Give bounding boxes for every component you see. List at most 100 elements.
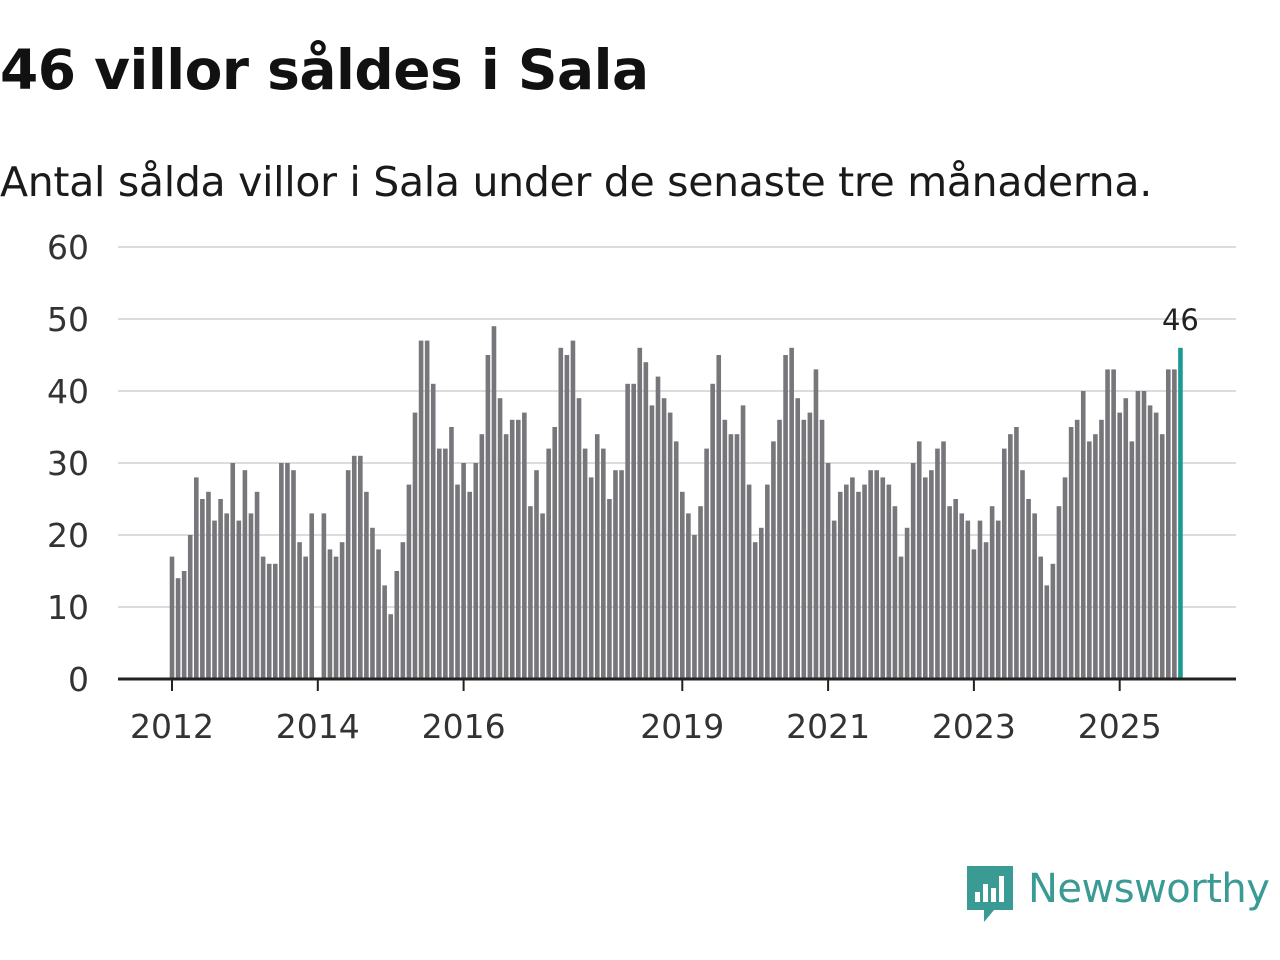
- bar: [613, 470, 618, 679]
- bar: [989, 506, 995, 679]
- bar: [959, 513, 965, 679]
- x-tick-label: 2021: [786, 707, 870, 746]
- bar: [795, 398, 801, 679]
- bar: [874, 470, 879, 679]
- bar: [1026, 499, 1031, 679]
- bar: [424, 340, 430, 679]
- bar: [947, 506, 952, 679]
- x-tick-label: 2025: [1078, 707, 1162, 746]
- bar: [819, 419, 825, 679]
- bar: [1001, 448, 1007, 679]
- bar: [831, 520, 837, 679]
- bar: [1044, 585, 1050, 679]
- bar: [321, 513, 327, 679]
- bar: [418, 340, 424, 679]
- bar: [309, 513, 315, 679]
- bar: [388, 614, 393, 679]
- bar: [752, 542, 758, 679]
- x-tick-label: 2012: [130, 707, 214, 746]
- bar: [588, 477, 594, 679]
- bar: [303, 556, 308, 679]
- bar: [886, 484, 892, 679]
- x-tick-label: 2016: [422, 707, 506, 746]
- bar: [443, 448, 448, 679]
- bar: [971, 549, 977, 679]
- bar: [522, 412, 527, 679]
- bar: [667, 412, 673, 679]
- bar: [1111, 369, 1116, 679]
- bar: [266, 563, 272, 679]
- bar: [1135, 391, 1141, 679]
- bar: [285, 463, 290, 679]
- bar: [376, 549, 381, 679]
- bar: [1147, 405, 1153, 679]
- bar: [965, 520, 971, 679]
- bar: [412, 412, 418, 679]
- bar: [740, 405, 746, 679]
- bar: [977, 520, 983, 679]
- bar: [995, 520, 1001, 679]
- bar: [880, 477, 886, 679]
- bar: [892, 506, 898, 679]
- bar: [230, 463, 236, 679]
- bar: [625, 383, 630, 679]
- bar: [1074, 419, 1080, 679]
- bar: [844, 484, 849, 679]
- bar: [923, 477, 928, 679]
- bar: [850, 477, 855, 679]
- bar: [619, 470, 624, 679]
- bar: [856, 491, 861, 679]
- bar: [692, 535, 697, 679]
- bar: [515, 419, 521, 679]
- bar: [789, 347, 794, 679]
- bar: [680, 491, 685, 679]
- bar: [1038, 556, 1044, 679]
- bar: [1153, 412, 1159, 679]
- annotations: 46: [1162, 303, 1199, 337]
- bars: [169, 326, 1183, 679]
- newsworthy-logo-icon: [967, 866, 1013, 922]
- bar: [898, 556, 904, 679]
- bar: [758, 527, 764, 679]
- chart-subtitle: Antal sålda villor i Sala under de senas…: [0, 158, 1152, 206]
- bar: [449, 427, 454, 679]
- bar: [1099, 419, 1104, 679]
- bar: [1032, 513, 1037, 679]
- bar: [710, 383, 715, 679]
- y-tick-label: 20: [47, 516, 89, 555]
- bar: [218, 499, 223, 679]
- bar: [394, 571, 400, 679]
- bar: [673, 441, 679, 679]
- bar: [1087, 441, 1092, 679]
- bar: [509, 419, 515, 679]
- bar: [181, 571, 187, 679]
- bar: [327, 549, 333, 679]
- bar: [801, 419, 807, 679]
- bar: [279, 463, 284, 679]
- bar: [649, 405, 655, 679]
- bar: [242, 470, 248, 679]
- bar: [558, 347, 564, 679]
- bar: [455, 484, 460, 679]
- x-axis-ticks: 2012 2014 2016 2019 2021 2023 2025: [130, 679, 1162, 746]
- bar: [728, 434, 734, 679]
- bar: [254, 491, 260, 679]
- bar: [206, 491, 211, 679]
- bar: [1117, 412, 1122, 679]
- bar: [837, 491, 843, 679]
- bar: [576, 398, 582, 679]
- y-tick-label: 10: [47, 588, 89, 627]
- chart-title: 46 villor såldes i Sala: [0, 38, 649, 102]
- bar: [1056, 506, 1062, 679]
- bar: [1014, 427, 1019, 679]
- bar: [1093, 434, 1098, 679]
- bar: [358, 455, 363, 679]
- bar: [364, 491, 369, 679]
- bar: [631, 383, 636, 679]
- y-tick-label: 50: [47, 300, 89, 339]
- bar: [212, 520, 217, 679]
- bar: [236, 520, 242, 679]
- bar: [825, 463, 831, 679]
- bar: [1068, 427, 1074, 679]
